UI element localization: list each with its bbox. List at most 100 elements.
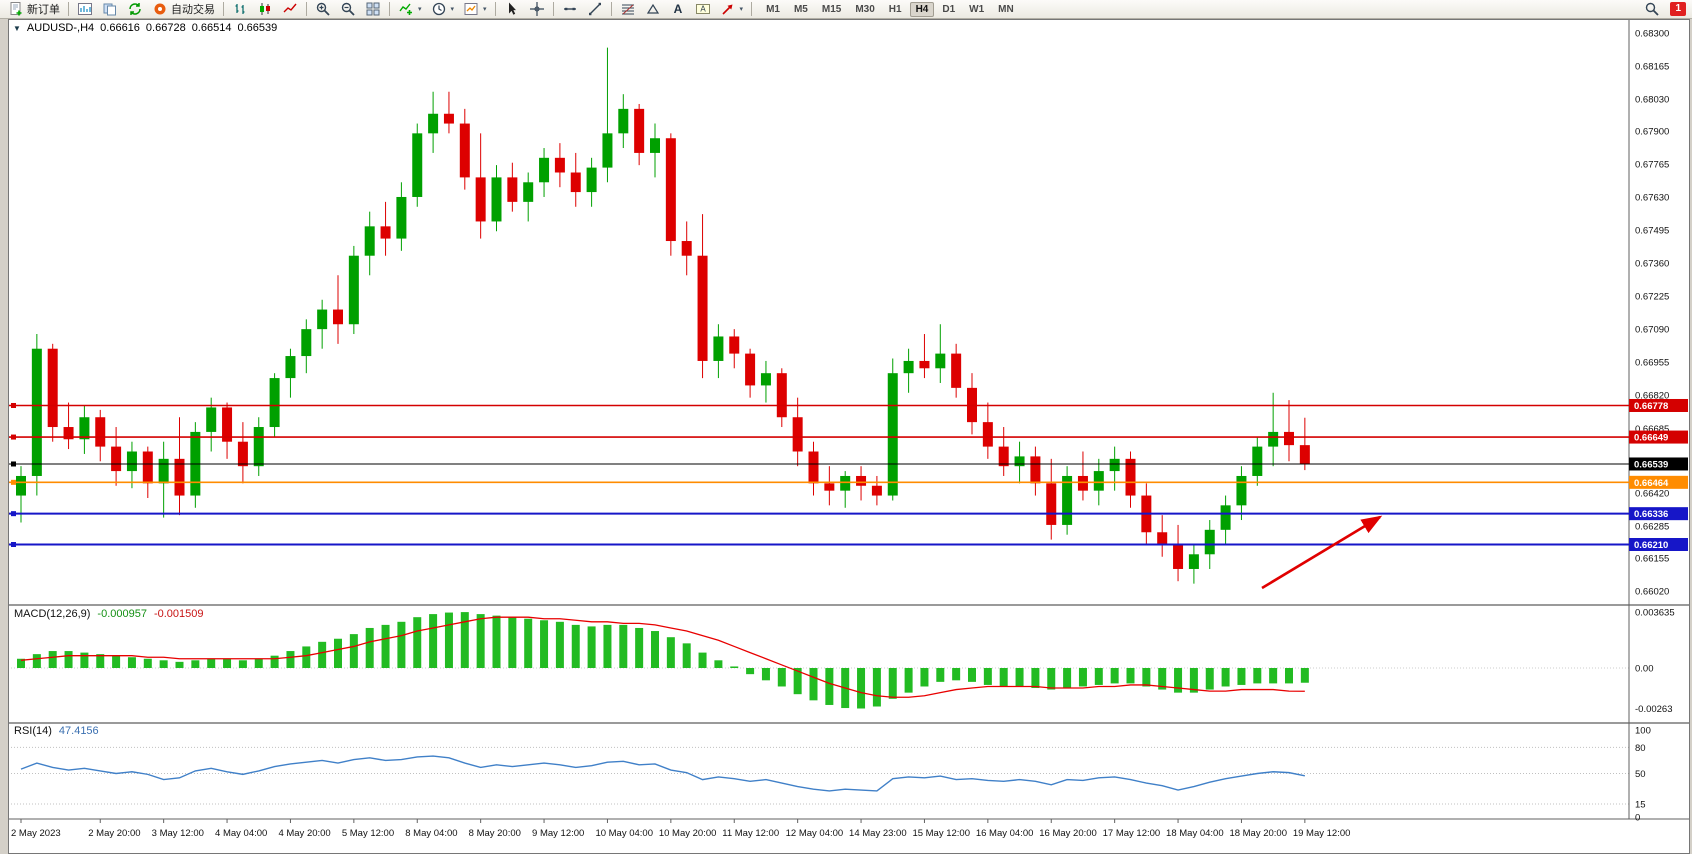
price-axis-label: 0.68300 bbox=[1635, 29, 1669, 40]
timeframe-w1[interactable]: W1 bbox=[969, 3, 985, 15]
zoom-out-button[interactable] bbox=[336, 0, 360, 19]
candle-body bbox=[760, 373, 771, 386]
chart-menu-button[interactable]: ▼ bbox=[13, 23, 21, 33]
macd-bar bbox=[999, 668, 1008, 687]
candle-body bbox=[1220, 505, 1231, 530]
timeframe-mn[interactable]: MN bbox=[998, 3, 1014, 15]
hline-handle[interactable] bbox=[11, 402, 16, 408]
candle-body bbox=[808, 451, 819, 484]
price-tag-label: 0.66778 bbox=[1634, 401, 1668, 412]
candle-body bbox=[1062, 475, 1073, 525]
time-axis-label: 17 May 12:00 bbox=[1103, 828, 1161, 839]
text-button[interactable]: A bbox=[666, 0, 690, 19]
price-axis-label: 0.67900 bbox=[1635, 126, 1669, 137]
time-axis-label: 10 May 04:00 bbox=[595, 828, 653, 839]
candle-body bbox=[840, 475, 851, 491]
bar-chart-button[interactable] bbox=[228, 0, 252, 19]
templates-button[interactable]: ▾ bbox=[459, 0, 491, 19]
macd-bar bbox=[952, 668, 961, 681]
crosshair-icon bbox=[529, 1, 545, 17]
macd-bar bbox=[191, 660, 200, 668]
rsi-axis-label: 15 bbox=[1635, 799, 1646, 810]
dropdown-arrow-icon: ▾ bbox=[739, 6, 744, 13]
timeframe-d1[interactable]: D1 bbox=[942, 3, 956, 15]
macd-bar bbox=[1300, 668, 1309, 683]
horizontal-line-button[interactable] bbox=[558, 0, 582, 19]
new-order-icon bbox=[8, 1, 24, 17]
periods-button[interactable]: ▾ bbox=[427, 0, 459, 19]
panel-splitter-rsi[interactable] bbox=[9, 722, 1689, 724]
candle-body bbox=[126, 451, 137, 472]
candle-body bbox=[206, 407, 217, 432]
search-button[interactable] bbox=[1640, 0, 1664, 19]
candle-body bbox=[1299, 445, 1310, 464]
hline-handle[interactable] bbox=[11, 434, 16, 440]
crosshair-button[interactable] bbox=[525, 0, 549, 19]
chart-open-value: 0.66616 bbox=[100, 22, 140, 34]
cursor-icon bbox=[504, 1, 520, 17]
macd-bar bbox=[1078, 668, 1087, 687]
macd-bar bbox=[1205, 668, 1214, 690]
tile-windows-button[interactable] bbox=[361, 0, 385, 19]
candle-body bbox=[1014, 456, 1025, 467]
macd-bar bbox=[32, 654, 41, 668]
indicators-button[interactable]: ▾ bbox=[394, 0, 426, 19]
trendline-icon bbox=[587, 1, 603, 17]
notification-badge[interactable]: 1 bbox=[1670, 2, 1686, 16]
toolbar-separator bbox=[494, 2, 496, 16]
timeframe-m5[interactable]: M5 bbox=[793, 3, 808, 15]
toolbar-separator bbox=[751, 2, 753, 16]
hline-handle[interactable] bbox=[11, 461, 16, 467]
arrows-button[interactable]: ▾ bbox=[716, 0, 748, 19]
candle-body bbox=[1077, 475, 1088, 491]
candle-body bbox=[1236, 475, 1247, 506]
macd-bar bbox=[524, 618, 533, 668]
timeframe-h1[interactable]: H1 bbox=[888, 3, 902, 15]
timeframe-h4[interactable]: H4 bbox=[909, 1, 935, 17]
line-chart-button[interactable] bbox=[278, 0, 302, 19]
dropdown-arrow-icon: ▾ bbox=[483, 6, 487, 13]
candle-body bbox=[824, 483, 835, 491]
panel-splitter-macd[interactable] bbox=[9, 604, 1689, 606]
timeframe-m30[interactable]: M30 bbox=[855, 3, 875, 15]
candlestick-chart-button[interactable] bbox=[253, 0, 277, 19]
candle-body bbox=[745, 353, 756, 386]
candle-body bbox=[142, 451, 153, 484]
autotrading-button[interactable]: 自动交易 bbox=[148, 0, 219, 19]
macd-bar bbox=[143, 658, 152, 668]
candle-body bbox=[539, 157, 550, 183]
navigator-button[interactable] bbox=[123, 0, 147, 19]
new-order-button[interactable]: 新订单 bbox=[4, 0, 64, 19]
chart-canvas[interactable]: 0.68300 0.68165 0.68030 0.67900 0.67765 0.676… bbox=[9, 20, 1689, 853]
toolbar-separator bbox=[68, 2, 69, 16]
price-tag-label: 0.66539 bbox=[1634, 459, 1668, 470]
hline-handle[interactable] bbox=[11, 542, 16, 547]
rsi-line bbox=[20, 755, 1305, 792]
shapes-button[interactable] bbox=[641, 0, 665, 19]
charts-button[interactable] bbox=[73, 0, 97, 19]
text-label-icon: A bbox=[695, 1, 711, 17]
hline-handle[interactable] bbox=[11, 479, 16, 485]
zoom-in-button[interactable] bbox=[311, 0, 335, 19]
price-tag bbox=[1629, 398, 1688, 412]
cursor-button[interactable] bbox=[500, 0, 524, 19]
candle-body bbox=[1284, 431, 1294, 446]
dropdown-arrow-icon: ▾ bbox=[418, 6, 422, 13]
rsi-label: RSI(14) 47.4156 bbox=[14, 725, 99, 737]
fibonacci-button[interactable] bbox=[616, 0, 640, 19]
profiles-button[interactable] bbox=[98, 0, 122, 19]
timeframe-m15[interactable]: M15 bbox=[821, 3, 842, 15]
text-label-button[interactable]: A bbox=[691, 0, 715, 19]
candle-body bbox=[95, 417, 106, 447]
candle-body bbox=[951, 353, 962, 388]
macd-bar bbox=[334, 638, 342, 668]
timeframe-m1[interactable]: M1 bbox=[766, 3, 780, 15]
time-axis-label: 2 May 2023 bbox=[11, 828, 61, 839]
candle-body bbox=[887, 373, 898, 496]
macd-bar bbox=[476, 614, 485, 668]
time-axis-label: 19 May 12:00 bbox=[1293, 828, 1351, 839]
trendline-button[interactable] bbox=[583, 0, 607, 19]
annotation-arrow[interactable] bbox=[1261, 515, 1383, 590]
macd-bar bbox=[682, 643, 691, 668]
hline-handle[interactable] bbox=[11, 511, 16, 517]
